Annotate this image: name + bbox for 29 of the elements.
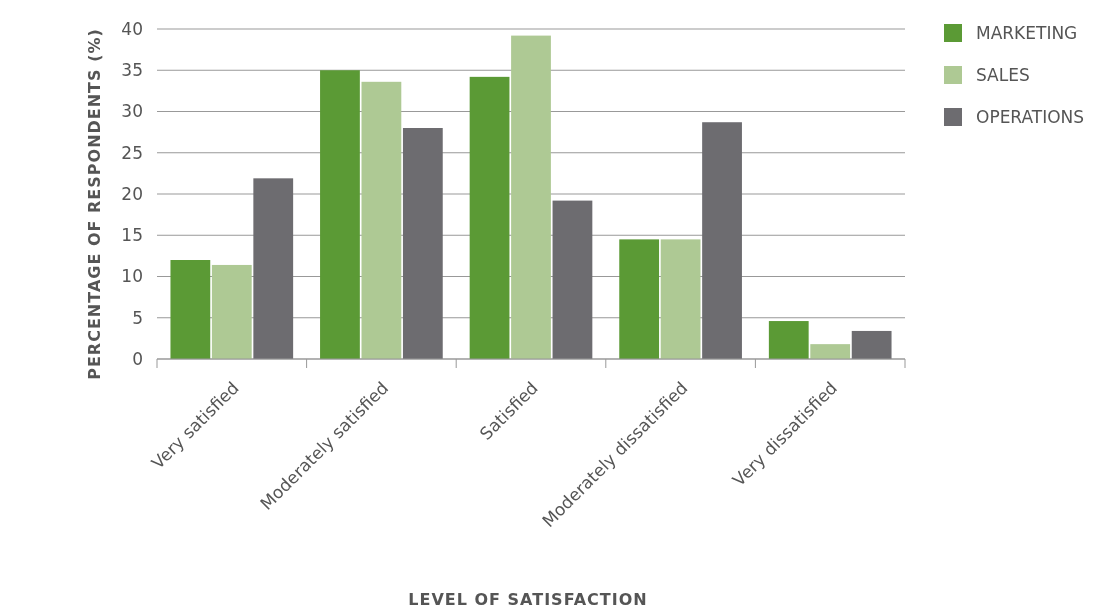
bar (552, 200, 593, 359)
y-tick-label: 25 (121, 142, 143, 163)
legend-label: SALES (976, 64, 1030, 85)
legend-label: MARKETING (976, 22, 1078, 43)
bar (851, 330, 892, 359)
y-tick-label: 30 (121, 101, 143, 122)
x-axis-title: LEVEL OF SATISFACTION (408, 590, 648, 609)
bar (702, 122, 742, 359)
bar (768, 321, 809, 359)
y-tick-label: 40 (121, 18, 143, 39)
bar (211, 264, 252, 359)
y-tick-label: 10 (121, 266, 143, 287)
bar (511, 35, 551, 359)
y-tick-label: 35 (121, 60, 143, 81)
bar (253, 178, 294, 359)
y-tick-label: 5 (132, 307, 143, 328)
y-tick-label: 0 (132, 348, 143, 369)
y-tick-label: 15 (121, 225, 143, 246)
legend-label: OPERATIONS (976, 106, 1085, 127)
bar (660, 239, 701, 359)
bar (320, 70, 360, 359)
bar (170, 260, 211, 359)
bar (361, 81, 402, 359)
bar (619, 239, 660, 359)
y-tick-label: 20 (121, 183, 143, 204)
y-axis-title: PERCENTAGE OF RESPONDENTS (%) (85, 28, 104, 380)
bar (402, 128, 443, 359)
bar (469, 76, 510, 359)
bar (810, 344, 851, 359)
